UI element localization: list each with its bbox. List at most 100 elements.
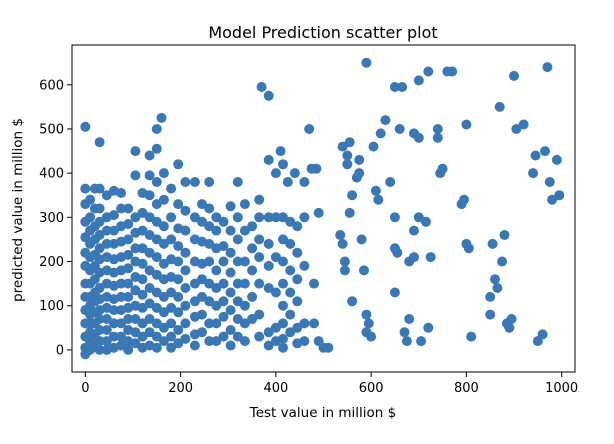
data-point [218,256,229,267]
data-point [94,243,105,254]
data-point [151,143,162,154]
data-point [356,234,367,245]
data-point [123,344,134,355]
data-point [158,322,169,333]
data-point [180,333,191,344]
data-point [180,177,191,187]
data-point [144,150,155,161]
data-point [420,216,431,227]
data-point [116,291,127,302]
data-point [173,325,184,335]
data-point [432,124,443,134]
data-point [285,238,296,249]
x-tick-label: 400 [263,381,288,396]
data-point [204,336,215,347]
data-point [173,338,184,349]
data-point [394,124,405,134]
data-point [123,234,134,245]
data-point [144,298,155,309]
data-point [173,199,184,210]
data-point [409,225,419,236]
data-point [492,283,503,293]
data-point [94,216,105,227]
data-point [137,274,148,285]
data-point [151,342,162,353]
data-point [239,199,250,210]
data-point [485,309,496,320]
data-point [254,252,265,263]
data-point [197,309,207,320]
y-axis-label: predicted value in million $ [10,118,26,302]
data-point [254,309,265,320]
data-point [554,190,565,201]
data-point [292,221,303,232]
data-point [413,75,424,86]
data-point [413,212,424,223]
data-point [116,203,127,214]
data-point [309,318,319,329]
data-point [218,331,229,342]
data-point [211,318,222,329]
x-tick-label: 1000 [545,381,578,396]
data-point [339,265,350,276]
data-point [197,199,207,210]
data-point [85,194,96,205]
data-point [211,212,222,223]
data-point [211,283,222,293]
data-point [151,252,162,263]
data-point [225,305,236,316]
data-point [204,256,215,267]
data-point [108,225,119,236]
data-point [389,82,400,92]
data-point [211,300,222,311]
data-point [551,154,562,165]
data-point [278,159,288,170]
data-point [166,234,177,245]
data-point [204,203,215,214]
data-point [347,296,358,307]
data-point [225,287,236,298]
data-point [292,274,303,285]
data-point [466,331,477,342]
data-point [313,207,324,218]
data-point [211,225,222,236]
data-point [263,154,274,165]
data-point [389,212,400,223]
data-point [173,159,184,170]
data-point [144,247,155,258]
data-point [204,177,215,187]
data-point [485,291,496,302]
data-point [401,336,412,347]
data-point [344,137,355,148]
data-point [239,256,250,267]
data-point [130,243,141,254]
x-tick-label: 200 [168,381,193,396]
data-point [361,57,372,68]
data-point [232,331,243,342]
data-point [423,66,434,77]
data-point [373,194,384,205]
data-point [144,314,155,324]
data-point [158,238,169,249]
data-point [540,146,550,157]
data-point [342,159,353,170]
data-point [173,256,184,267]
data-point [130,170,141,181]
data-point [359,265,369,276]
data-point [263,238,274,249]
data-point [409,252,419,263]
data-point [542,62,553,73]
data-point [158,221,169,232]
data-point [432,132,443,143]
data-point [225,247,236,258]
data-point [180,265,191,276]
data-point [416,336,427,347]
data-point [180,318,191,329]
data-point [278,318,288,329]
data-point [173,307,184,318]
y-tick-label: 600 [39,78,64,93]
y-tick-label: 400 [39,167,64,182]
data-point [180,225,191,236]
data-point [490,274,500,285]
data-point [247,221,258,232]
